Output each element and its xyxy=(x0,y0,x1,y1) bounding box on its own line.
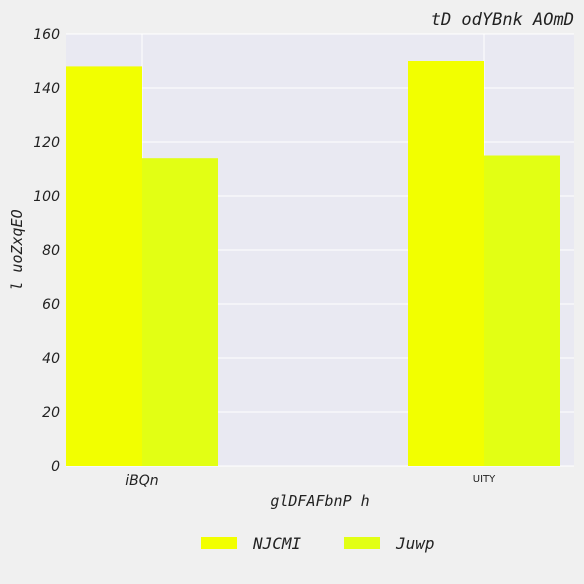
bar-Juwp-iBQn xyxy=(142,158,218,466)
x-tick-label: UITY xyxy=(473,474,496,485)
y-tick-label: 120 xyxy=(33,135,60,151)
chart-title: tD odYBnk AOmD xyxy=(431,10,574,30)
y-tick-label: 20 xyxy=(42,405,60,421)
y-tick-label: 100 xyxy=(33,189,60,205)
y-tick-label: 40 xyxy=(42,351,60,367)
y-axis-ticks: 0 20 40 60 80 100 120 140 160 xyxy=(33,27,60,475)
y-tick-label: 160 xyxy=(33,27,60,43)
bar-NJCMI-UITY xyxy=(408,61,484,466)
bar-Juwp-UITY xyxy=(484,155,560,466)
y-tick-label: 0 xyxy=(51,459,60,475)
bar-NJCMI-iBQn xyxy=(66,66,142,467)
legend-label: NJCMI xyxy=(252,534,302,553)
y-tick-label: 60 xyxy=(42,297,60,313)
x-axis-label: glDFAFbnP h xyxy=(270,492,369,510)
legend: NJCMI Juwp xyxy=(201,534,435,553)
y-tick-label: 80 xyxy=(42,243,60,259)
legend-swatch xyxy=(201,537,237,549)
x-axis-ticks: iBQn UITY xyxy=(125,473,496,489)
y-axis-label: l uoZxqEO xyxy=(8,209,26,290)
x-tick-label: iBQn xyxy=(125,473,158,489)
legend-label: Juwp xyxy=(395,534,435,553)
legend-swatch xyxy=(344,537,380,549)
bars xyxy=(66,61,560,467)
y-tick-label: 140 xyxy=(33,81,60,97)
